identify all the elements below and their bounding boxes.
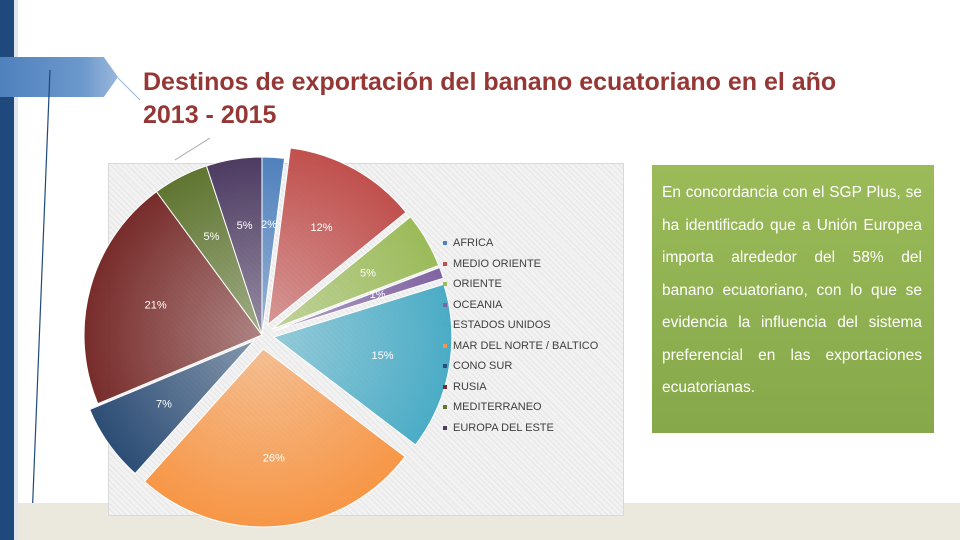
pie-slice-mar-del-norte-baltico [143,348,406,528]
legend-item: OCEANIA [443,295,623,316]
legend-swatch [443,343,447,348]
pie-data-label: 5% [203,231,219,243]
legend-label: CONO SUR [453,360,513,373]
pie-slice-europa-del-este [205,156,263,336]
legend-label: MEDIO ORIENTE [453,257,542,270]
note-box: En concordancia con el SGP Plus, se ha i… [652,165,934,433]
legend-item: CONO SUR [443,356,623,377]
legend-swatch [443,282,447,287]
legend-swatch [443,323,447,328]
legend-swatch [443,302,447,307]
slide-title: Destinos de exportación del banano ecuat… [143,68,837,129]
pie-data-label: 7% [156,399,172,411]
legend-item: MAR DEL NORTE / BALTICO [443,336,623,357]
left-accent-band [0,0,14,540]
legend-item: EUROPA DEL ESTE [443,418,623,439]
left-accent-stripe [14,0,18,540]
pie-slice-estados-unidos [272,283,453,446]
title-accent-tab [0,57,118,97]
pie-data-label: 5% [237,220,253,232]
pie-slice-medio-oriente [267,147,407,326]
legend-swatch [443,384,447,389]
pie-slice-cono-sur [89,340,255,475]
legend-item: ORIENTE [443,274,623,295]
legend-item: AFRICA [443,233,623,254]
legend-item: MEDITERRANEO [443,397,623,418]
pie-data-label: 5% [360,268,376,280]
pie-data-label: 26% [263,453,285,465]
legend-swatch [443,364,447,369]
note-text: En concordancia con el SGP Plus, se ha i… [662,184,922,396]
legend-swatch [443,241,447,246]
legend-swatch [443,425,447,430]
legend-label: RUSIA [453,380,487,393]
pie-data-label: 12% [310,222,332,234]
legend-item: ESTADOS UNIDOS [443,315,623,336]
legend-item: RUSIA [443,377,623,398]
legend-label: ESTADOS UNIDOS [453,319,551,332]
legend-label: MAR DEL NORTE / BALTICO [453,339,599,352]
pie-data-label: 15% [371,350,393,362]
pie-slice-oceania [273,266,444,332]
legend-label: EUROPA DEL ESTE [453,421,554,434]
legend-label: AFRICA [453,237,494,250]
legend-swatch [443,405,447,410]
legend-label: ORIENTE [453,278,502,291]
pie-data-label: 1% [370,289,386,301]
pie-slice-oriente [272,216,440,330]
legend-label: MEDITERRANEO [453,401,542,414]
legend-label: OCEANIA [453,298,503,311]
pie-data-label: 2% [261,219,277,231]
legend-swatch [443,261,447,266]
pie-data-label: 21% [145,299,167,311]
legend-item: MEDIO ORIENTE [443,254,623,275]
pie-slice-rusia [83,190,263,405]
chart-legend: AFRICA MEDIO ORIENTE ORIENTE OCEANIA ESTADOS… [443,233,623,438]
